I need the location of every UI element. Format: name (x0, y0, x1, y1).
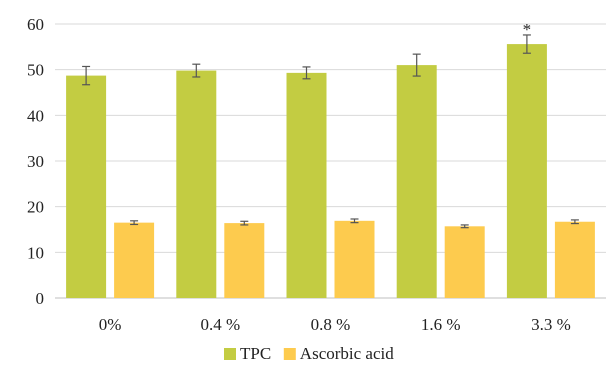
legend-swatch (283, 348, 296, 360)
bar (286, 72, 327, 298)
y-tick-label: 30 (27, 152, 44, 171)
legend-swatch (224, 348, 236, 360)
bar (554, 221, 595, 298)
y-tick-label: 0 (36, 289, 45, 308)
bar (334, 220, 375, 298)
bar (396, 65, 437, 298)
y-tick-label: 20 (27, 198, 44, 217)
x-tick-label: 3.3 % (531, 315, 571, 334)
y-axis-ticks: 0 10 20 30 40 50 60 (27, 15, 44, 308)
significance-marker: * (523, 20, 532, 39)
y-tick-label: 60 (27, 15, 44, 34)
y-tick-label: 50 (27, 61, 44, 80)
y-tick-label: 10 (27, 243, 44, 262)
x-tick-label: 0% (99, 315, 122, 334)
bars: * (66, 20, 595, 298)
bar (506, 44, 547, 298)
x-tick-label: 1.6 % (421, 315, 461, 334)
x-tick-label: 0.4 % (200, 315, 240, 334)
bar (176, 70, 217, 298)
legend-label: TPC (240, 344, 271, 363)
bar (66, 75, 107, 298)
bar (224, 223, 265, 298)
legend-label: Ascorbic acid (300, 344, 394, 363)
x-tick-label: 0.8 % (311, 315, 351, 334)
x-axis-ticks: 0% 0.4 % 0.8 % 1.6 % 3.3 % (99, 315, 571, 334)
bar (444, 226, 485, 298)
legend: TPC Ascorbic acid (224, 344, 394, 363)
y-tick-label: 40 (27, 106, 44, 125)
bar (114, 222, 155, 298)
